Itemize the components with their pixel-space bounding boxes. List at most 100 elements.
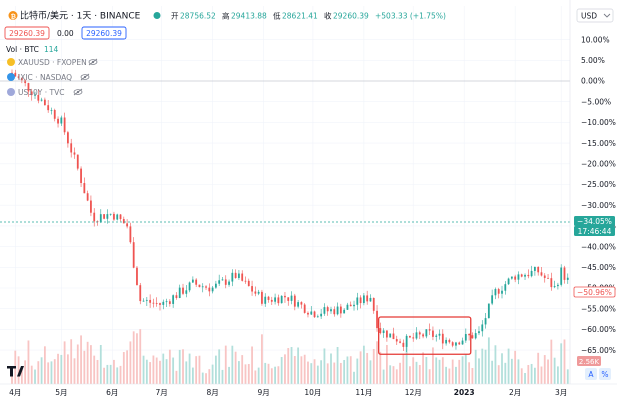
volume-bar (238, 361, 240, 384)
candle-body (20, 77, 23, 81)
candle-body (76, 154, 79, 169)
candle-body (30, 91, 33, 96)
candle-body (172, 295, 175, 304)
candle-body (198, 284, 201, 288)
volume-bar (185, 361, 188, 384)
percent-scale-button[interactable] (599, 368, 611, 380)
volume-bar (425, 356, 428, 384)
volume-bar (119, 365, 122, 384)
x-tick-label: 10月 (304, 388, 321, 397)
candle-body (412, 337, 415, 339)
candle-body (109, 213, 112, 215)
volume-bar (136, 333, 138, 384)
candle-body (418, 332, 421, 335)
volume-bar (195, 356, 198, 384)
ohlc-values: 开 28756.52 高 29413.88 低 28621.41 收 29260.39 +503… (171, 11, 446, 21)
currency-select[interactable] (576, 8, 614, 23)
candle-body (17, 76, 20, 78)
candle-body (405, 335, 408, 347)
candle-body (70, 143, 73, 153)
candle-body (395, 339, 398, 342)
candle-body (389, 333, 392, 338)
indicator-legend: Vol · BTC 114 XAUUSD · FXOPEN IXIC · NAS… (6, 45, 98, 97)
candle-body (550, 278, 553, 288)
volume-bar (353, 371, 355, 384)
compare-symbol-2[interactable]: US10Y · TVC (18, 88, 64, 97)
volume-bar (524, 373, 526, 384)
volume-bar (428, 369, 431, 384)
candle-body (293, 295, 296, 307)
bitcoin-glyph: ₿ (11, 12, 16, 20)
candle-body (339, 306, 342, 314)
volume-bar (60, 354, 63, 384)
volume-bar (132, 331, 135, 384)
volume-bar (333, 362, 336, 384)
candle-body (372, 297, 375, 311)
candle-body (530, 270, 533, 277)
volume-bar (99, 344, 102, 384)
volume-legend-label[interactable]: Vol · BTC (6, 45, 39, 54)
candle-body (566, 277, 569, 280)
candle-body (139, 285, 142, 302)
candle-body (527, 274, 530, 277)
volume-bar (24, 360, 27, 384)
volume-bar (247, 364, 250, 384)
volume-bar (297, 347, 300, 384)
time-axis[interactable]: 4月 5月 6月 7月 8月 9月 10月 11月 12月 2023 2月 3月 (9, 388, 567, 397)
volume-bar (501, 353, 503, 384)
volume-bar (208, 369, 211, 384)
candle-body (320, 313, 323, 317)
ohlc-value-0: 28756.52 (180, 12, 216, 21)
candle-body (307, 312, 309, 315)
y-tick-label: −5.00% (581, 97, 611, 106)
candle-body (149, 299, 152, 303)
volume-bar (487, 337, 490, 384)
volume-bar (116, 367, 119, 384)
volume-bar (293, 356, 296, 384)
volume-bar (47, 362, 50, 384)
candle-body (333, 309, 336, 315)
candle-body (228, 281, 230, 285)
buy-price-box[interactable] (81, 26, 127, 40)
candle-body (126, 223, 129, 227)
ohlc-label-2: 低 (273, 11, 281, 21)
highlight-box[interactable] (378, 316, 472, 355)
candle-body (113, 213, 115, 220)
auto-scale-button[interactable] (585, 368, 597, 380)
tradingview-logo[interactable]: TV (0, 0, 24, 377)
candle-body (316, 316, 319, 318)
symbol-title[interactable]: 比特币/美元 · 1天 · BINANCE (20, 10, 141, 22)
y-tick-label: 5.00% (581, 56, 605, 65)
volume-bar (126, 350, 129, 384)
candle-body (386, 330, 388, 338)
volume-bar (468, 362, 471, 384)
eye-hidden-icon[interactable] (73, 88, 83, 96)
volume-bar (139, 329, 142, 384)
volume-bar (481, 348, 484, 384)
sell-price-box[interactable] (4, 26, 50, 40)
candle-body (504, 284, 507, 291)
candle-body (422, 334, 424, 337)
volume-bar (70, 339, 73, 384)
volume-bar (280, 357, 283, 384)
candle-body (24, 80, 27, 84)
candle-body (353, 304, 355, 307)
volume-bar (37, 361, 40, 384)
volume-bar (53, 359, 56, 384)
compare-symbol-0[interactable]: XAUUSD · FXOPEN (18, 58, 87, 67)
volume-bar (251, 346, 253, 384)
y-tick-label: −25.00% (581, 180, 616, 189)
candle-body (533, 266, 536, 271)
y-tick-label: 0.00% (581, 77, 605, 86)
y-tick-label: −30.00% (581, 201, 616, 210)
candle-body (37, 94, 40, 101)
compare-symbol-1[interactable]: IXIC · NASDAQ (18, 73, 72, 82)
volume-bar (113, 359, 115, 384)
volume-bar (376, 341, 378, 384)
eye-hidden-icon[interactable] (80, 73, 90, 81)
eye-hidden-icon[interactable] (88, 58, 98, 66)
candle-body (507, 278, 510, 285)
candle-body (425, 329, 428, 337)
us-flag-icon (7, 88, 15, 96)
